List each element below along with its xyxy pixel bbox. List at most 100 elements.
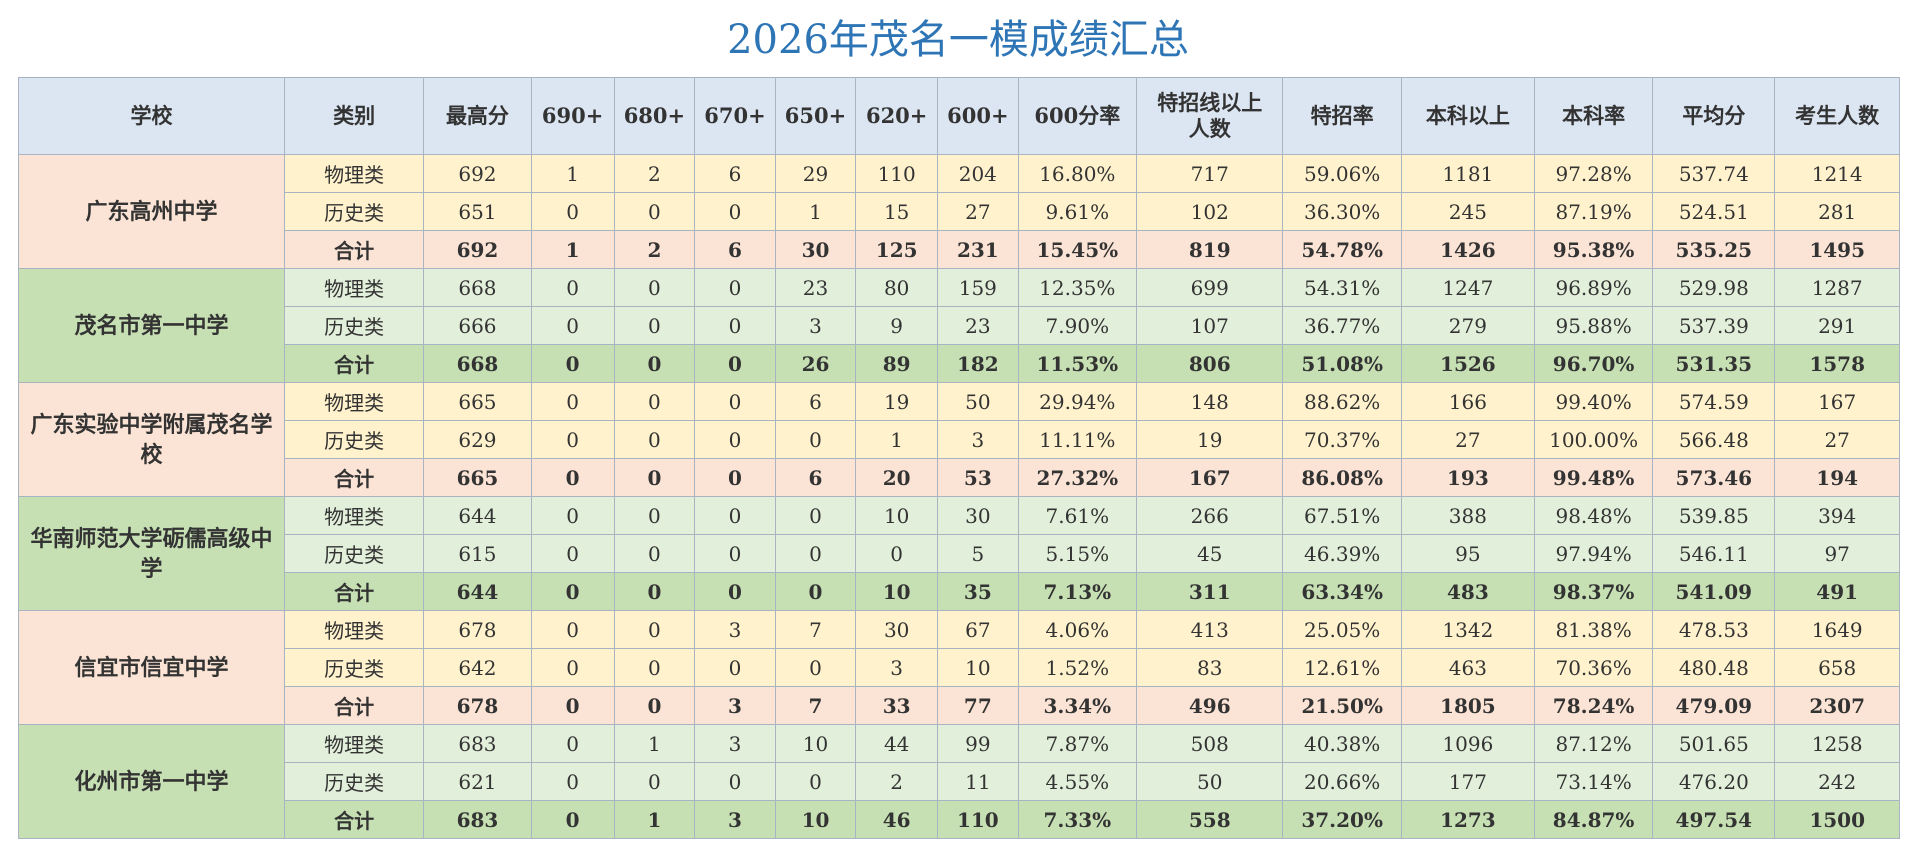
table-cell: 33: [855, 686, 939, 725]
table-row: 广东高州中学 物理类 692 1 2 6 29 110 204 16.80% 717 59.06% 11…: [17, 154, 1900, 269]
table-cell: 281: [1774, 192, 1900, 231]
table-cell: 20: [855, 458, 939, 497]
column-header: 600+: [937, 77, 1019, 155]
table-cell: 7: [774, 686, 857, 725]
category-cell: 合计: [284, 230, 425, 269]
table-cell: 87.12%: [1533, 724, 1654, 763]
column-header: 670+: [694, 77, 776, 155]
table-cell: 573.46: [1652, 458, 1776, 497]
table-cell: 70.36%: [1533, 648, 1654, 687]
school-name: 华南师范大学砺儒高级中学: [17, 496, 286, 611]
table-row: 化州市第一中学 物理类 683 0 1 3 10 44 99 7.87% 508 40.38% 1096…: [17, 724, 1900, 839]
table-cell: 497.54: [1652, 800, 1776, 839]
table-cell: 0: [694, 192, 776, 231]
table-cell: 0: [774, 534, 857, 573]
table-cell: 46.39%: [1282, 534, 1402, 573]
table-cell: 0: [694, 420, 776, 459]
table-cell: 0: [613, 458, 696, 497]
table-cell: 478.53: [1652, 610, 1776, 649]
table-cell: 6: [694, 230, 776, 269]
table-cell: 53: [937, 458, 1019, 497]
table-cell: 3: [694, 800, 776, 839]
table-cell: 77: [937, 686, 1019, 725]
table-row: 合计 668 0 0 0 26 89 182 11.53% 806 51.08% 1526 96.70%…: [19, 344, 1900, 383]
table-cell: 2: [613, 230, 696, 269]
table-cell: 0: [613, 762, 696, 801]
table-cell: 19: [1135, 420, 1284, 459]
table-row: 茂名市第一中学 物理类 668 0 0 0 23 80 159 12.35% 699 54.31% 12…: [17, 268, 1900, 383]
table-cell: 177: [1400, 762, 1535, 801]
table-cell: 665: [423, 382, 532, 421]
table-cell: 0: [694, 496, 776, 535]
table-cell: 0: [613, 192, 696, 231]
table-cell: 0: [530, 458, 615, 497]
table-cell: 1287: [1774, 268, 1900, 307]
table-cell: 27: [1400, 420, 1535, 459]
table-cell: 0: [694, 268, 776, 307]
table-cell: 97.94%: [1533, 534, 1654, 573]
table-cell: 193: [1400, 458, 1535, 497]
table-cell: 35: [937, 572, 1019, 611]
table-cell: 16.80%: [1017, 154, 1138, 193]
table-cell: 7.13%: [1017, 572, 1138, 611]
table-cell: 51.08%: [1282, 344, 1402, 383]
table-cell: 83: [1135, 648, 1284, 687]
table-row: 合计 644 0 0 0 0 10 35 7.13% 311 63.34% 483 98.37% 541.…: [19, 572, 1900, 611]
table-cell: 806: [1135, 344, 1284, 383]
table-cell: 12.35%: [1017, 268, 1138, 307]
table-cell: 159: [937, 268, 1019, 307]
column-header: 考生人数: [1774, 77, 1900, 155]
table-cell: 182: [937, 344, 1019, 383]
table-cell: 3: [694, 724, 776, 763]
table-cell: 413: [1135, 610, 1284, 649]
table-cell: 1: [774, 192, 857, 231]
table-cell: 5.15%: [1017, 534, 1138, 573]
table-cell: 483: [1400, 572, 1535, 611]
column-header: 平均分: [1652, 77, 1776, 155]
table-cell: 110: [937, 800, 1019, 839]
table-cell: 11: [937, 762, 1019, 801]
table-cell: 6: [774, 458, 857, 497]
table-cell: 658: [1774, 648, 1900, 687]
category-cell: 合计: [284, 344, 425, 383]
school-group: 广东高州中学 物理类 692 1 2 6 29 110 204 16.80% 717 59.06% 11…: [17, 154, 1900, 269]
table-cell: 1: [530, 230, 615, 269]
table-cell: 566.48: [1652, 420, 1776, 459]
table-cell: 30: [774, 230, 857, 269]
table-cell: 81.38%: [1533, 610, 1654, 649]
table-cell: 125: [855, 230, 939, 269]
table-cell: 45: [1135, 534, 1284, 573]
table-row: 历史类 651 0 0 0 1 15 27 9.61% 102 36.30% 245 87.19% 524…: [19, 192, 1900, 231]
table-cell: 1426: [1400, 230, 1535, 269]
table-cell: 0: [530, 648, 615, 687]
table-cell: 1247: [1400, 268, 1535, 307]
table-cell: 27.32%: [1017, 458, 1138, 497]
category-cell: 合计: [284, 800, 425, 839]
column-header: 650+: [774, 77, 857, 155]
table-cell: 0: [613, 382, 696, 421]
table-cell: 86.08%: [1282, 458, 1402, 497]
table-cell: 0: [530, 496, 615, 535]
table-cell: 1578: [1774, 344, 1900, 383]
table-cell: 0: [774, 648, 857, 687]
table-cell: 266: [1135, 496, 1284, 535]
column-header: 680+: [613, 77, 696, 155]
table-cell: 537.39: [1652, 306, 1776, 345]
table-row: 合计 678 0 0 3 7 33 77 3.34% 496 21.50% 1805 78.24% 479…: [19, 686, 1900, 725]
table-cell: 546.11: [1652, 534, 1776, 573]
school-group: 茂名市第一中学 物理类 668 0 0 0 23 80 159 12.35% 699 54.31% 12…: [17, 268, 1900, 383]
table-cell: 96.89%: [1533, 268, 1654, 307]
table-cell: 11.11%: [1017, 420, 1138, 459]
table-cell: 0: [530, 800, 615, 839]
page-title: 2026年茂名一模成绩汇总: [727, 17, 1189, 63]
column-header: 特招线以上 人数: [1135, 77, 1284, 155]
column-header: 类别: [284, 77, 425, 155]
table-cell: 87.19%: [1533, 192, 1654, 231]
table-row: 历史类 629 0 0 0 0 1 3 11.11% 19 70.37% 27 100.00% 566.4…: [19, 420, 1900, 459]
table-cell: 476.20: [1652, 762, 1776, 801]
table-cell: 70.37%: [1282, 420, 1402, 459]
table-cell: 0: [694, 762, 776, 801]
table-cell: 4.06%: [1017, 610, 1138, 649]
